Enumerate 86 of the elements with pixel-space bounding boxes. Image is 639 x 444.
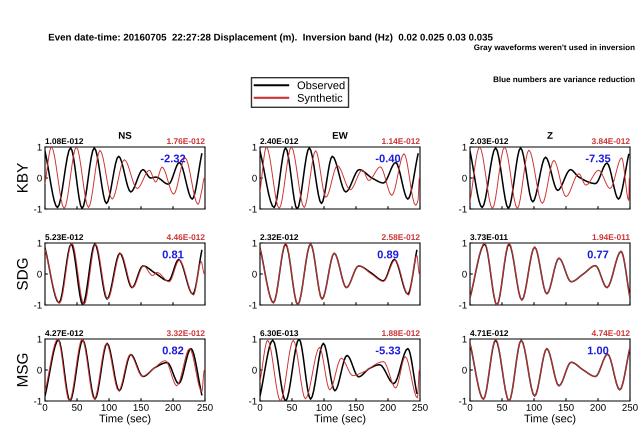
y-tick-label: -1 [459,398,467,405]
text: 1.08E-012 [46,138,84,144]
y-axis-title: MSG [16,354,28,386]
y-tick-label: 1 [462,240,467,247]
x-tick-label: 50 [496,404,508,411]
y-tick-label: 0 [37,270,42,278]
text: Even date-time: 20160705 22:27:28 Displacement (m). Inversion band (Hz) 0.02 0.025 0.03 0.035 [48,33,493,43]
y-tick-label: 1 [38,336,42,343]
y-tick-label: 1 [462,144,467,151]
x-tick-label: 250 [197,404,213,411]
x-tick-label: 0 [42,404,48,411]
y-tick-label: -1 [459,206,467,213]
x-tick-label: 200 [380,404,396,411]
text: 1.14E-012 [382,138,420,144]
y-tick-label: 0 [462,270,467,278]
x-axis-title: Time (sec) [524,414,576,425]
annotation: 0.81 [162,250,184,258]
x-axis-title: Time (sec) [99,414,150,425]
y-tick-label: 0 [462,366,467,374]
y-tick-label: 1 [38,240,42,247]
y-tick-label: -1 [34,398,42,405]
y-tick-label: 1 [252,336,257,343]
annotation: -5.33 [376,346,400,354]
x-tick-label: 200 [590,404,606,411]
y-tick-label: -1 [459,302,467,309]
y-tick-label: -1 [249,398,257,405]
annotation: -7.35 [586,154,610,162]
y-tick-label: -1 [34,302,42,309]
y-tick-label: 0 [252,174,257,182]
text: 1.88E-012 [382,330,420,336]
text: 2.03E-012 [470,138,508,144]
chart-title: EW [332,132,348,139]
text: 4.74E-012 [592,330,630,336]
text: 3.73E-011 [470,234,508,240]
chart-title: NS [118,132,132,139]
text: 4.46E-012 [166,234,205,240]
annotation: -2.32 [160,154,186,162]
y-tick-label: 0 [252,366,257,374]
text: 5.23E-012 [45,234,84,240]
text: 6.30E-013 [260,330,298,336]
chart-title: Z [547,132,553,139]
annotation: 0.89 [378,250,398,258]
x-tick-label: 0 [468,404,472,411]
y-tick-label: 0 [462,174,467,182]
x-tick-label: 200 [165,404,181,411]
text: 3.84E-012 [592,138,630,144]
text: 3.32E-012 [166,330,205,336]
y-tick-label: 1 [38,144,42,151]
legend-label: Synthetic [298,94,342,104]
text: 2.58E-012 [382,234,420,240]
y-tick-label: 0 [37,174,42,182]
x-tick-label: 100 [316,404,332,411]
text: 2.32E-012 [260,234,298,240]
text: 4.71E-012 [470,330,508,336]
y-tick-label: -1 [34,206,42,213]
x-tick-label: 100 [102,404,117,411]
x-tick-label: 250 [412,404,428,411]
y-axis-title: SDG [16,258,28,290]
y-tick-label: -1 [249,302,257,309]
annotation: 0.82 [162,346,184,354]
x-tick-label: 0 [258,404,262,411]
x-tick-label: 150 [348,404,364,411]
legend-label: Observed [298,81,344,90]
y-tick-label: 1 [462,336,467,343]
annotation: 1.00 [588,346,608,354]
y-tick-label: 0 [252,270,257,278]
x-tick-label: 150 [558,404,574,411]
text: Blue numbers are variance reduction [494,76,635,82]
x-tick-label: 250 [622,404,638,411]
text: Gray waveforms weren't used in inversion [474,44,635,52]
y-tick-label: 0 [37,366,42,374]
x-tick-label: 50 [286,404,298,411]
y-tick-label: 1 [252,144,257,151]
text: 1.76E-012 [167,138,205,144]
annotation: -0.40 [376,154,400,162]
x-tick-label: 150 [134,404,149,411]
x-tick-label: 50 [72,404,82,411]
text: 1.94E-011 [592,234,630,240]
y-tick-label: 1 [252,240,257,247]
x-axis-title: Time (sec) [314,414,366,425]
y-axis-title: KBY [17,163,28,192]
text: 4.27E-012 [45,330,84,336]
annotation: 0.77 [588,250,608,258]
text: 2.40E-012 [260,138,298,144]
y-tick-label: -1 [249,206,257,213]
x-tick-label: 100 [526,404,542,411]
